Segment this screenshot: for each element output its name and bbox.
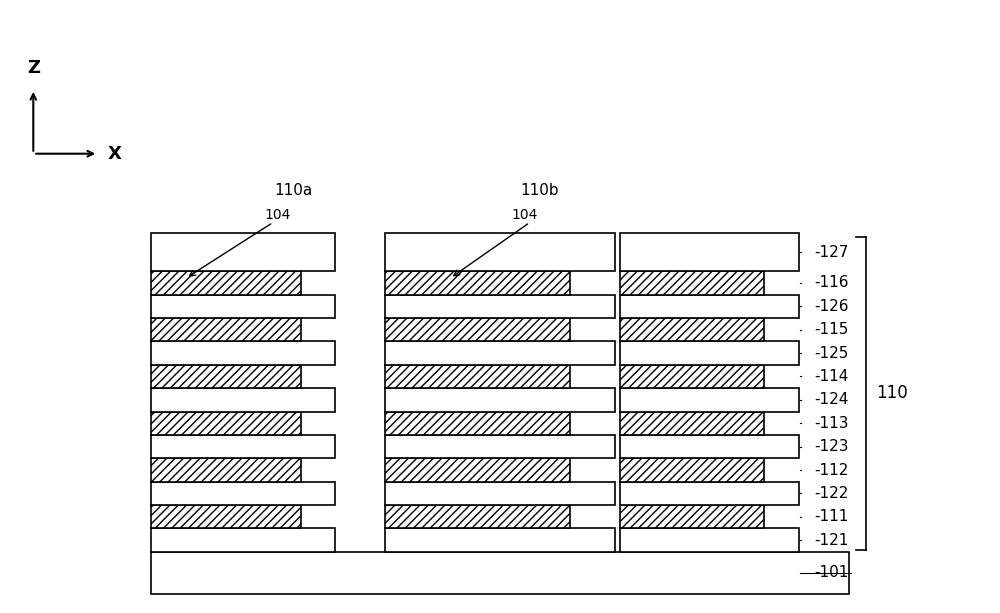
Bar (385, 411, 570, 435)
Text: 104: 104 (512, 208, 538, 223)
Bar (385, 459, 570, 482)
Text: -124: -124 (814, 392, 849, 407)
Text: -125: -125 (814, 346, 849, 360)
Bar (385, 528, 615, 552)
Bar (620, 365, 764, 388)
Bar (620, 482, 799, 505)
Text: -113: -113 (814, 416, 849, 431)
Bar (151, 411, 301, 435)
Text: -101: -101 (814, 565, 849, 581)
Text: 110: 110 (876, 384, 908, 402)
Text: -116: -116 (814, 275, 849, 291)
Bar (385, 341, 615, 365)
Bar (385, 388, 615, 411)
Text: -126: -126 (814, 299, 849, 314)
Text: Z: Z (27, 59, 40, 77)
Bar (620, 505, 764, 528)
Bar (385, 482, 615, 505)
Bar (620, 271, 764, 295)
Bar (385, 295, 615, 318)
Bar (620, 318, 764, 341)
Bar (620, 388, 799, 411)
Bar (151, 505, 301, 528)
Bar (151, 459, 301, 482)
Text: 110a: 110a (274, 183, 312, 199)
Bar (385, 435, 615, 459)
Text: -115: -115 (814, 322, 849, 337)
Bar (620, 528, 799, 552)
Text: -123: -123 (814, 439, 849, 454)
Text: -127: -127 (814, 245, 849, 260)
Bar (620, 459, 764, 482)
Bar (385, 365, 570, 388)
Bar (151, 552, 849, 594)
Bar (151, 388, 335, 411)
Bar (385, 234, 615, 271)
Bar (620, 435, 799, 459)
Bar (151, 234, 335, 271)
Bar (385, 318, 570, 341)
Bar (151, 295, 335, 318)
Text: -122: -122 (814, 486, 849, 501)
Text: -114: -114 (814, 369, 849, 384)
Bar (620, 234, 799, 271)
Text: X: X (108, 145, 122, 162)
Text: -111: -111 (814, 509, 849, 524)
Text: 104: 104 (265, 208, 291, 223)
Bar (151, 435, 335, 459)
Bar (151, 528, 335, 552)
Bar (151, 271, 301, 295)
Text: -112: -112 (814, 462, 849, 478)
Bar (151, 482, 335, 505)
Bar (620, 411, 764, 435)
Bar (151, 365, 301, 388)
Text: 110b: 110b (521, 183, 559, 199)
Bar (385, 271, 570, 295)
Bar (385, 505, 570, 528)
Text: -121: -121 (814, 533, 849, 547)
Bar (151, 341, 335, 365)
Bar (620, 295, 799, 318)
Bar (151, 318, 301, 341)
Bar (620, 341, 799, 365)
